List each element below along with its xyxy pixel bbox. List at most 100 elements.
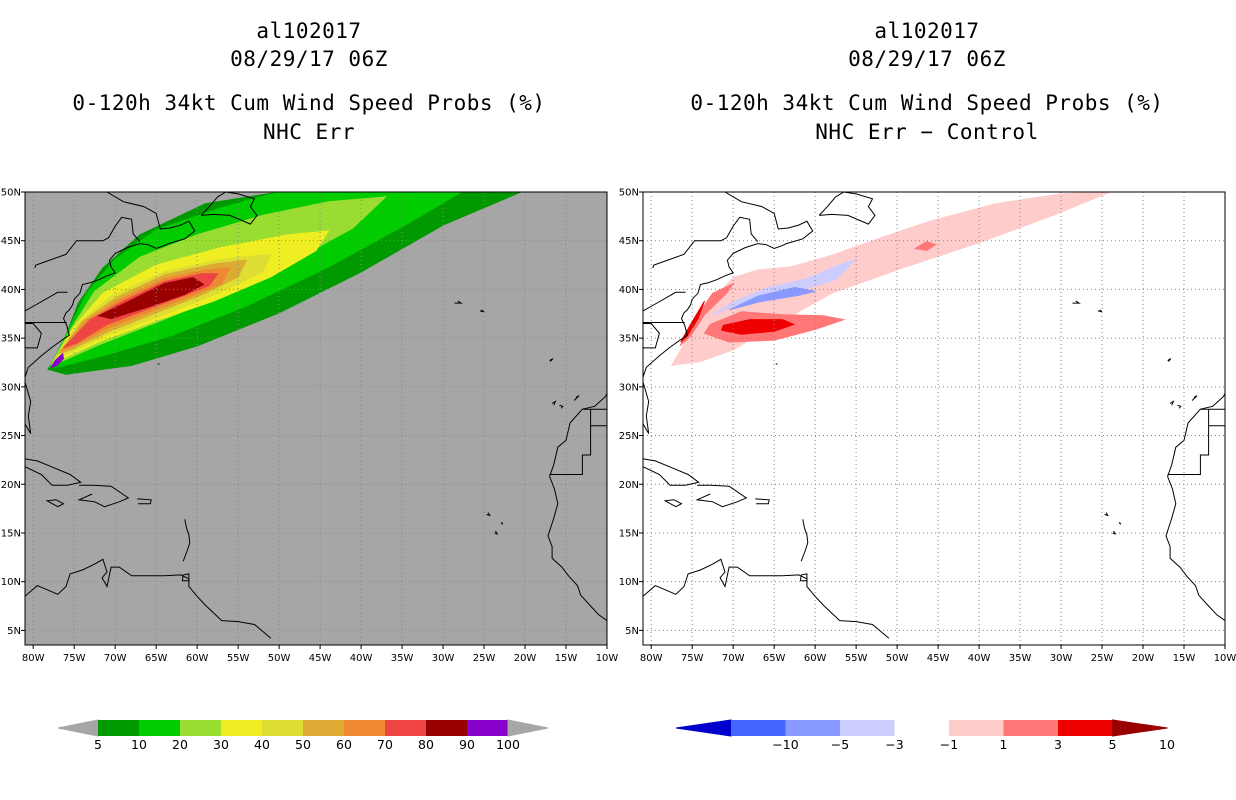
chart-subtitle: NHC Err − Control (815, 120, 1039, 144)
colorbar-swatch (731, 720, 786, 736)
y-tick-label: 10N (619, 577, 639, 588)
y-tick-label: 45N (1, 236, 21, 247)
x-tick-label: 35W (1009, 653, 1032, 664)
colorbar-swatch (180, 720, 221, 736)
border-line (1167, 425, 1225, 475)
coastline (77, 484, 130, 508)
y-tick-label: 25N (619, 431, 639, 442)
coastline (1191, 395, 1198, 401)
chart-subtitle: NHC Err (262, 120, 355, 144)
x-tick-label: 10W (596, 653, 619, 664)
coastline (1169, 400, 1175, 406)
coastline (25, 458, 82, 486)
x-tick-label: 40W (968, 653, 991, 664)
colorbar-label: 10 (131, 737, 147, 752)
x-tick-label: 30W (1050, 653, 1073, 664)
y-tick-label: 30N (1, 382, 21, 393)
coastline (1165, 347, 1225, 622)
coastline (454, 300, 463, 304)
y-tick-label: 10N (1, 577, 21, 588)
x-tick-label: 50W (268, 653, 291, 664)
coastline (643, 558, 890, 639)
x-tick-label: 40W (350, 653, 373, 664)
x-tick-label: 80W (640, 653, 663, 664)
probability-contour--3 (728, 286, 816, 311)
coastline (643, 323, 660, 349)
map-frame (24, 191, 608, 646)
coastline (200, 192, 258, 225)
colorbar-label: 100 (496, 737, 520, 752)
colorbar-swatch (303, 720, 344, 736)
coastline (551, 400, 557, 406)
x-tick-label: 15W (1173, 653, 1196, 664)
coastline (25, 192, 196, 378)
border-line (549, 425, 607, 475)
x-tick-label: 70W (104, 653, 127, 664)
colorbar-label: −1 (940, 737, 958, 752)
x-tick-label: 50W (886, 653, 909, 664)
x-tick-label: 10W (1214, 653, 1236, 664)
coastline (486, 512, 491, 517)
colorbar-label: 70 (377, 737, 393, 752)
colorbar-label: 60 (336, 737, 352, 752)
probability-contour-3 (913, 241, 937, 252)
coastline (181, 573, 190, 582)
colorbar-arrow-high (507, 719, 549, 737)
y-tick-label: 35N (1, 334, 21, 345)
coastline (755, 498, 770, 505)
colorbar-swatch (785, 720, 840, 736)
chart-title: 0-120h 34kt Cum Wind Speed Probs (%) (72, 91, 546, 115)
chart-title: 0-120h 34kt Cum Wind Speed Probs (%) (690, 91, 1164, 115)
colorbar-label: 5 (1109, 737, 1117, 752)
left-map-chart: 80W 75W 70W 65W 60W 55W 50W 45W 40W 35W 30W 25W 20W 1… (1, 188, 619, 753)
x-tick-label: 75W (63, 653, 86, 664)
y-tick-label: 30N (619, 382, 639, 393)
coastline (695, 484, 748, 508)
coastline (547, 347, 607, 622)
coastline (643, 381, 650, 434)
coastline (25, 323, 42, 349)
coastline (559, 404, 564, 409)
coastline (1097, 309, 1103, 313)
x-tick-label: 75W (681, 653, 704, 664)
colorbar-label: 10 (1159, 737, 1175, 752)
coastline (45, 499, 65, 508)
colorbar-label: 20 (172, 737, 188, 752)
colorbar-arrow-high (1112, 719, 1168, 737)
y-tick-label: 5N (625, 626, 639, 637)
coastline (800, 519, 809, 562)
right-panel: al102017 08/29/17 06Z 0-120h 34kt Cum Wi… (618, 0, 1236, 800)
colorbar-label: 40 (254, 737, 270, 752)
x-tick-label: 45W (309, 653, 332, 664)
y-tick-label: 5N (7, 626, 21, 637)
x-tick-label: 65W (763, 653, 786, 664)
coastline (494, 530, 499, 535)
y-tick-label: 20N (1, 480, 21, 491)
probability-contour-80 (97, 277, 205, 320)
x-tick-label: 70W (722, 653, 745, 664)
coastline (799, 573, 808, 582)
x-tick-label: 25W (1091, 653, 1114, 664)
colorbar-label: 80 (418, 737, 434, 752)
colorbar-swatch (1058, 720, 1113, 736)
x-tick-label: 80W (22, 653, 45, 664)
map-frame (642, 191, 1226, 646)
coastline (137, 498, 152, 505)
x-tick-label: 55W (845, 653, 868, 664)
colorbar-label: −10 (772, 737, 798, 752)
coastline (643, 192, 814, 378)
colorbar-swatch (385, 720, 426, 736)
coastline (157, 363, 160, 365)
y-tick-label: 15N (1, 528, 21, 539)
x-tick-label: 20W (1132, 653, 1155, 664)
colorbar-swatch (98, 720, 139, 736)
coastline (818, 192, 876, 225)
x-tick-label: 60W (186, 653, 209, 664)
coastline (182, 519, 191, 562)
x-tick-label: 35W (391, 653, 414, 664)
colorbar-label: 30 (213, 737, 229, 752)
coastline (1072, 300, 1081, 304)
border-line (25, 291, 68, 312)
colorbar-label: 90 (459, 737, 475, 752)
colorbar-label: 5 (94, 737, 102, 752)
